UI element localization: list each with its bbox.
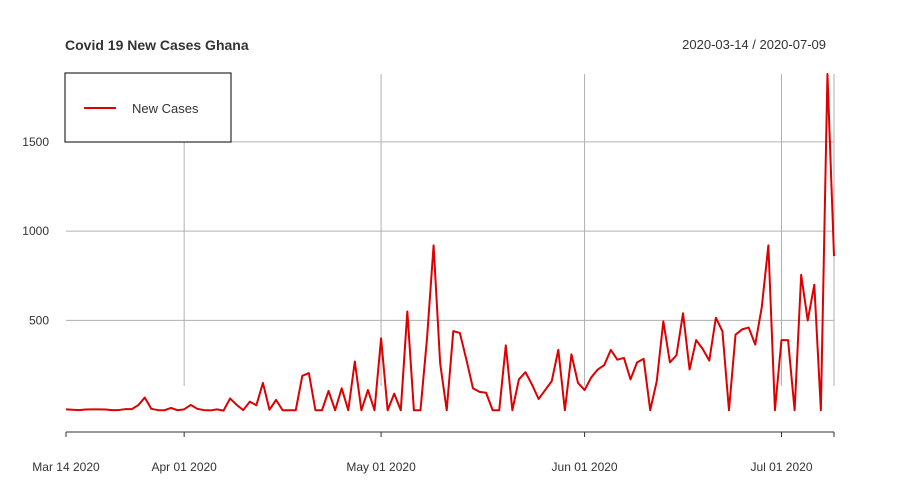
y-tick-label-1000: 1000 [22,224,49,238]
series-layer [65,73,835,412]
x-axis: Mar 14 2020 Apr 01 2020 May 01 2020 Jun 01 … [32,431,835,474]
legend-label-new-cases: New Cases [132,101,199,116]
y-tick-label-1500: 1500 [22,135,49,149]
x-tick-label-2020-03-14: Mar 14 2020 [32,460,100,474]
series-line-new-cases [65,73,835,412]
legend: New Cases [64,72,232,143]
x-tick-label-2020-05-01: May 01 2020 [346,460,416,474]
y-tick-label-500: 500 [29,313,49,327]
x-tick-label-2020-07-01: Jul 01 2020 [750,460,812,474]
x-tick-label-2020-04-01: Apr 01 2020 [151,460,217,474]
date-range-label: 2020-03-14 / 2020-07-09 [682,37,826,52]
x-tick-label-2020-06-01: Jun 01 2020 [552,460,618,474]
chart-title: Covid 19 New Cases Ghana [65,37,249,53]
y-axis-tick-labels: 500 1000 1500 [22,135,49,328]
